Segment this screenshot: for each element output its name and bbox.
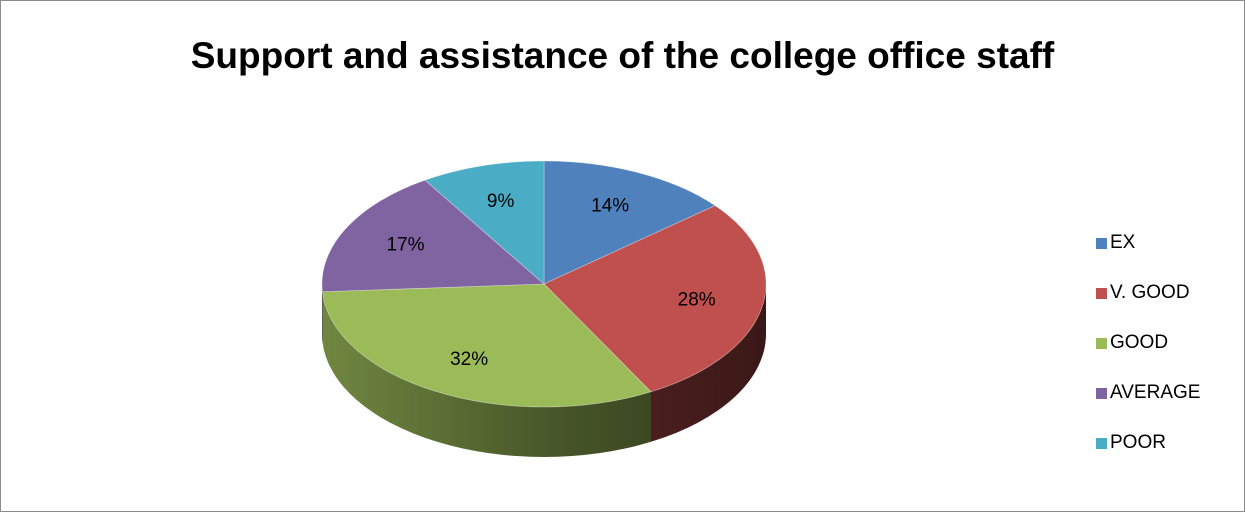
pie-slice-v-good [543,205,767,393]
pie-slice-poor [424,160,545,285]
legend-label: AVERAGE [1110,382,1201,403]
legend: EX V. GOOD GOOD AVERAGE POOR [1096,218,1200,468]
pie-slice-v-good-side [650,284,766,442]
legend-item: POOR [1096,418,1200,468]
legend-item: AVERAGE [1096,368,1200,418]
legend-label: POOR [1110,432,1166,453]
legend-item: GOOD [1096,318,1200,368]
data-label: 17% [387,234,425,255]
pie-slice-ex [543,160,716,285]
legend-swatch [1096,237,1107,249]
pie-top [321,160,767,408]
data-label: 28% [678,290,716,311]
data-label: 32% [450,349,488,370]
pie-slice-good-side [322,291,651,458]
pie-slice-average [321,179,546,293]
pie-labels: 14% 28% 32% 17% 9% [387,191,716,370]
data-label: 9% [487,191,515,212]
legend-label: EX [1110,232,1136,253]
pie-sides [321,284,766,458]
legend-label: V. GOOD [1110,282,1190,303]
legend-label: GOOD [1110,332,1169,353]
chart-title: Support and assistance of the college of… [190,35,1055,76]
pie-slice-good [321,283,652,408]
legend-item: EX [1096,218,1200,268]
legend-swatch [1096,337,1107,349]
legend-swatch [1096,387,1107,399]
legend-swatch [1096,287,1107,299]
legend-swatch [1096,437,1107,449]
legend-item: V. GOOD [1096,268,1200,318]
data-label: 14% [591,196,629,217]
